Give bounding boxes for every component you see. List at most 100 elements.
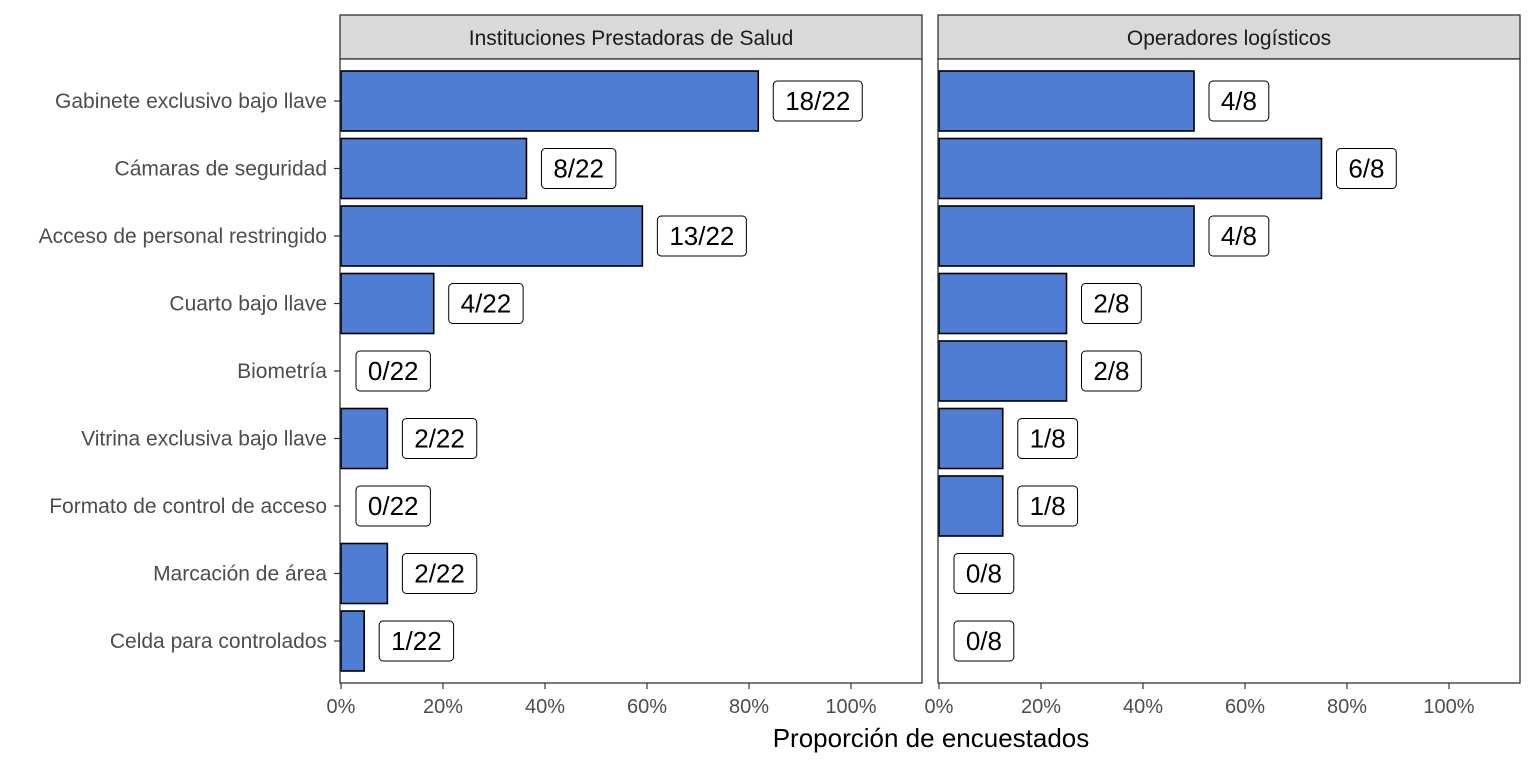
data-label-box — [953, 553, 1015, 594]
data-label-box — [656, 215, 747, 257]
bar — [938, 475, 1004, 537]
data-label-box — [1017, 418, 1079, 459]
data-label-text: 4/8 — [1221, 86, 1257, 116]
category-label: Celda para controlados — [110, 630, 327, 653]
data-label: 4/8 — [1208, 215, 1270, 257]
data-label-box — [355, 350, 431, 392]
data-label-text: 4/8 — [1221, 221, 1257, 251]
data-label: 13/22 — [656, 215, 747, 257]
panel-strip — [339, 14, 923, 60]
x-tick-label: 100% — [825, 696, 876, 718]
data-label-box — [1081, 350, 1142, 392]
panel-border — [339, 58, 923, 684]
bar — [340, 610, 365, 672]
data-label-box — [1208, 215, 1270, 257]
data-label: 0/8 — [953, 553, 1015, 594]
data-label-box — [1017, 485, 1079, 527]
data-label-box — [1081, 283, 1142, 324]
data-label-text: 4/22 — [461, 289, 512, 319]
data-label: 2/8 — [1081, 350, 1142, 392]
data-label: 2/8 — [1081, 283, 1142, 324]
data-label: 2/22 — [401, 418, 478, 459]
data-label-box — [772, 80, 863, 122]
bar — [340, 70, 760, 132]
data-label-box — [1208, 80, 1270, 122]
data-label-text: 1/8 — [1030, 491, 1066, 521]
panels: Instituciones Prestadoras de Salud 18/22 8… — [327, 14, 1521, 718]
data-label: 1/8 — [1017, 418, 1079, 459]
data-label-box — [355, 485, 431, 527]
bar — [938, 272, 1068, 335]
data-label: 6/8 — [1336, 148, 1397, 189]
x-axis-title: Proporción de encuestados — [773, 723, 1090, 753]
bar — [340, 205, 644, 267]
data-label-text: 2/8 — [1093, 289, 1129, 319]
category-label: Marcación de área — [153, 563, 327, 586]
bar — [938, 407, 1004, 470]
data-label-box — [401, 553, 478, 594]
data-label: 0/8 — [953, 620, 1015, 662]
x-tick-label: 20% — [423, 696, 463, 718]
panel: Instituciones Prestadoras de Salud 18/22 8… — [327, 14, 923, 718]
data-label-text: 2/22 — [414, 424, 465, 454]
data-label-box — [1336, 148, 1397, 189]
data-label: 4/22 — [448, 283, 524, 324]
panel-strip — [937, 14, 1521, 60]
x-tick-label: 100% — [1423, 696, 1474, 718]
bar — [938, 137, 1323, 200]
data-label: 2/22 — [401, 553, 478, 594]
data-label: 1/8 — [1017, 485, 1079, 527]
category-label: Cuarto bajo llave — [169, 293, 327, 316]
data-label-text: 8/22 — [553, 154, 604, 184]
data-label-text: 2/8 — [1093, 356, 1129, 386]
category-label: Acceso de personal restringido — [39, 225, 327, 248]
panel-title: Instituciones Prestadoras de Salud — [469, 27, 794, 50]
x-tick-label: 20% — [1021, 696, 1061, 718]
data-label: 0/22 — [355, 350, 431, 392]
data-label: 4/8 — [1208, 80, 1270, 122]
data-label-box — [401, 418, 478, 459]
bar — [938, 340, 1068, 402]
panel-title: Operadores logísticos — [1127, 27, 1331, 50]
panel: Operadores logísticos 4/8 6/8 4/8 2/8 2/8 1/8 1… — [925, 14, 1521, 718]
data-label-text: 13/22 — [669, 221, 734, 251]
data-label-text: 2/22 — [414, 559, 465, 589]
data-label: 8/22 — [540, 148, 617, 189]
category-label: Cámaras de seguridad — [115, 158, 327, 181]
data-label-box — [953, 620, 1015, 662]
bar — [340, 137, 528, 200]
data-label: 0/22 — [355, 485, 431, 527]
data-label-text: 1/8 — [1030, 424, 1066, 454]
category-label: Gabinete exclusivo bajo llave — [55, 90, 327, 113]
x-tick-label: 40% — [525, 696, 565, 718]
category-labels: Gabinete exclusivo bajo llave Cámaras de … — [39, 90, 340, 653]
x-tick-label: 0% — [925, 696, 954, 718]
bar — [340, 272, 435, 335]
data-label-box — [378, 620, 455, 662]
data-label: 18/22 — [772, 80, 863, 122]
category-label: Vitrina exclusiva bajo llave — [81, 428, 327, 451]
data-label-text: 0/8 — [966, 626, 1002, 656]
x-tick-label: 40% — [1123, 696, 1163, 718]
data-label-box — [448, 283, 524, 324]
data-label-text: 0/8 — [966, 559, 1002, 589]
category-label: Formato de control de acceso — [49, 495, 327, 518]
x-tick-label: 80% — [1327, 696, 1367, 718]
bar — [938, 205, 1195, 267]
x-tick-label: 0% — [327, 696, 356, 718]
data-label-text: 6/8 — [1348, 154, 1384, 184]
data-label-text: 0/22 — [368, 491, 419, 521]
data-label-text: 1/22 — [391, 626, 442, 656]
x-tick-label: 80% — [729, 696, 769, 718]
bar — [340, 407, 389, 470]
category-label: Biometría — [237, 360, 327, 383]
data-label-box — [540, 148, 617, 189]
bar — [340, 542, 389, 605]
bar — [938, 70, 1195, 132]
panel-border — [937, 58, 1521, 684]
data-label-text: 0/22 — [368, 356, 419, 386]
x-tick-label: 60% — [627, 696, 667, 718]
data-label: 1/22 — [378, 620, 455, 662]
data-label-text: 18/22 — [785, 86, 850, 116]
